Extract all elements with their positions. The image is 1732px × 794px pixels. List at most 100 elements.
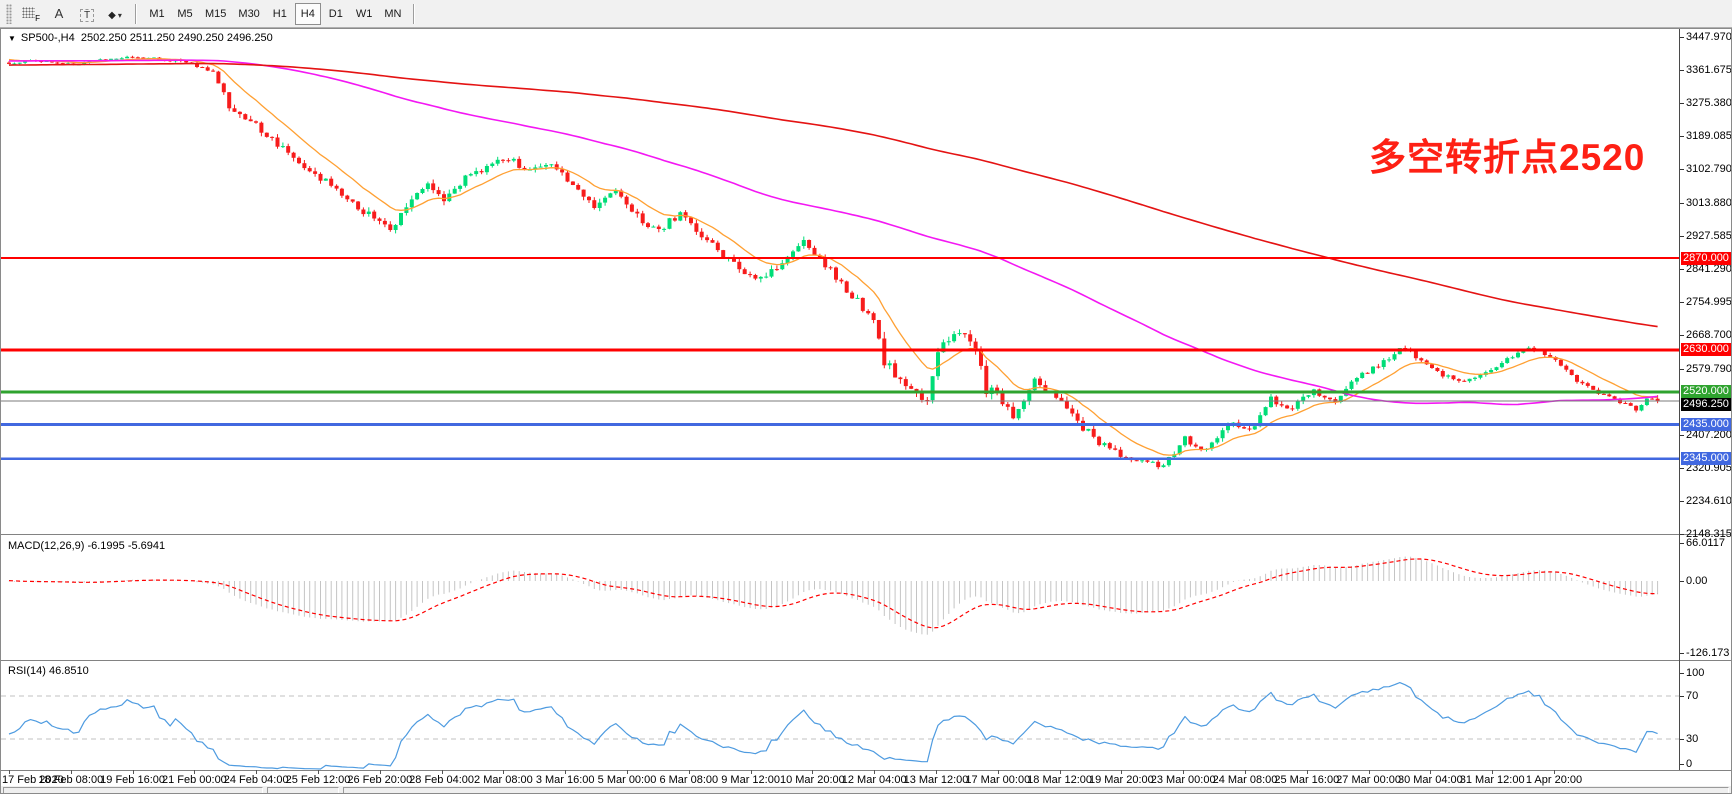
text-label-tool-button[interactable]: T: [74, 4, 100, 26]
time-tick: [503, 770, 505, 774]
arrows-icon: ◆: [108, 9, 116, 21]
axis-tick: [1680, 203, 1684, 204]
rsi-axis-label: 0: [1686, 758, 1693, 770]
annotation-text[interactable]: 多空转折点2520: [1369, 137, 1646, 178]
axis-tick: [1680, 468, 1684, 469]
time-axis: 17 Feb 2020 18 Feb 08:00 19 Feb 16:00 21 Fe…: [1, 29, 1679, 793]
macd-axis-label: 66.0117: [1686, 537, 1725, 550]
timeframe-button-m30[interactable]: M30: [238, 7, 260, 20]
time-tick: [812, 770, 814, 774]
time-label: 27 Mar 00:00: [1336, 774, 1401, 786]
status-segment: [267, 787, 339, 793]
time-tick: [997, 770, 999, 774]
timeframe-button-h1[interactable]: H1: [272, 7, 287, 20]
timeframe-button-m1[interactable]: M1: [149, 7, 165, 20]
text-label-icon: T: [79, 8, 95, 22]
status-segment: [3, 787, 263, 793]
time-label: 25 Feb 12:00: [285, 774, 351, 786]
time-label: 10 Mar 20:00: [779, 774, 845, 786]
macd-pane[interactable]: [1, 536, 1679, 661]
time-label: 24 Feb 04:00: [223, 774, 289, 786]
axis-tick: [1680, 302, 1684, 303]
time-tick: [874, 770, 876, 774]
insert-text-tool-button[interactable]: A: [46, 2, 72, 24]
axis-tick: [1680, 37, 1684, 38]
time-tick: [379, 770, 381, 774]
status-bar: [1, 786, 1731, 793]
price-line-label: 2520.000: [1681, 385, 1731, 399]
axis-tick: [1680, 236, 1684, 237]
macd-axis-label: 0.00: [1686, 575, 1708, 587]
pane-splitter[interactable]: [1, 660, 1731, 661]
timeframe-button-m5[interactable]: M5: [177, 7, 193, 20]
price-tick-label: 2754.995: [1686, 296, 1732, 308]
time-tick: [1368, 770, 1370, 774]
toolbar-separator: [413, 3, 416, 24]
time-label: 21 Feb 00:00: [161, 774, 227, 786]
time-label: 18 Mar 12:00: [1027, 774, 1092, 786]
chevron-down-icon: ▾: [117, 10, 122, 20]
time-tick: [565, 770, 567, 774]
chart-window[interactable]: ▼ SP500-,H4 2502.250 2511.250 2490.250 2…: [0, 28, 1732, 794]
time-tick: [9, 770, 10, 774]
time-tick: [194, 770, 196, 774]
time-tick: [627, 770, 628, 774]
toolbar-separator: [135, 3, 137, 24]
macd-axis-label: -126.173: [1686, 646, 1730, 659]
price-tick-label: 2579.790: [1686, 363, 1732, 375]
time-label: 19 Feb 16:00: [100, 774, 166, 786]
time-label: 18 Feb 08:00: [38, 774, 104, 786]
axis-tick: [1680, 581, 1684, 582]
price-tick-label: 2668.700: [1686, 329, 1732, 341]
timeframe-button-d1[interactable]: D1: [328, 7, 343, 20]
chart-shift-tool-button[interactable]: F: [17, 1, 44, 23]
pane-splitter[interactable]: [1, 534, 1731, 535]
axis-tick: [1680, 169, 1684, 170]
toolbar-grip[interactable]: [6, 3, 12, 24]
time-label: 13 Mar 12:00: [903, 774, 969, 786]
rsi-axis-label: 70: [1686, 690, 1699, 702]
time-tick: [1245, 770, 1246, 774]
time-label: 3 Mar 16:00: [535, 774, 595, 786]
time-label: 17 Feb 2020: [2, 774, 64, 786]
time-label: 2 Mar 08:00: [474, 774, 533, 786]
rsi-label: RSI(14) 46.8510: [8, 665, 89, 677]
price-tick-label: 2148.315: [1686, 528, 1732, 540]
axis-tick: [1680, 764, 1684, 765]
price-chart-pane[interactable]: [1, 30, 1679, 534]
price-line-label: 2435.000: [1681, 417, 1731, 431]
timeframe-button-m15[interactable]: M15: [205, 7, 227, 20]
arrows-tool-button[interactable]: ◆ ▾: [102, 4, 128, 26]
symbol-dropdown-icon[interactable]: ▼: [8, 33, 16, 43]
time-label: 5 Mar 00:00: [597, 774, 657, 786]
price-line-label: 2345.000: [1681, 452, 1731, 466]
macd-label: MACD(12,26,9) -6.1995 -5.6941: [8, 540, 166, 552]
time-label: 9 Mar 12:00: [721, 774, 780, 786]
price-tick-label: 3447.970: [1686, 31, 1732, 43]
time-tick: [318, 770, 319, 774]
timeframe-button-mn[interactable]: MN: [384, 7, 402, 20]
rsi-pane[interactable]: [1, 661, 1679, 770]
time-tick: [1430, 770, 1432, 774]
price-line-label: 2870.000: [1681, 251, 1731, 265]
timeframe-button-h4[interactable]: H4: [294, 2, 321, 25]
time-label: 25 Mar 16:00: [1274, 774, 1340, 786]
time-tick: [750, 770, 752, 774]
price-axis: 3447.970 3361.675 3275.380 3189.085 3102.790…: [1679, 29, 1732, 793]
time-label: 31 Mar 12:00: [1459, 774, 1525, 786]
time-tick: [1121, 770, 1123, 774]
time-label: 1 Apr 20:00: [1525, 774, 1583, 786]
price-line-label: 2630.000: [1681, 343, 1731, 357]
time-tick: [1306, 770, 1308, 774]
price-axis-border: [1679, 29, 1680, 770]
timeframe-button-w1[interactable]: W1: [355, 7, 373, 20]
rsi-axis-label: 100: [1686, 667, 1705, 679]
axis-tick: [1680, 696, 1684, 697]
time-tick: [441, 770, 443, 774]
price-tick-label: 3102.790: [1686, 163, 1732, 175]
axis-tick: [1680, 501, 1684, 502]
time-tick: [132, 770, 134, 774]
axis-tick: [1680, 103, 1684, 104]
time-tick: [256, 770, 258, 774]
axis-tick: [1680, 269, 1684, 270]
